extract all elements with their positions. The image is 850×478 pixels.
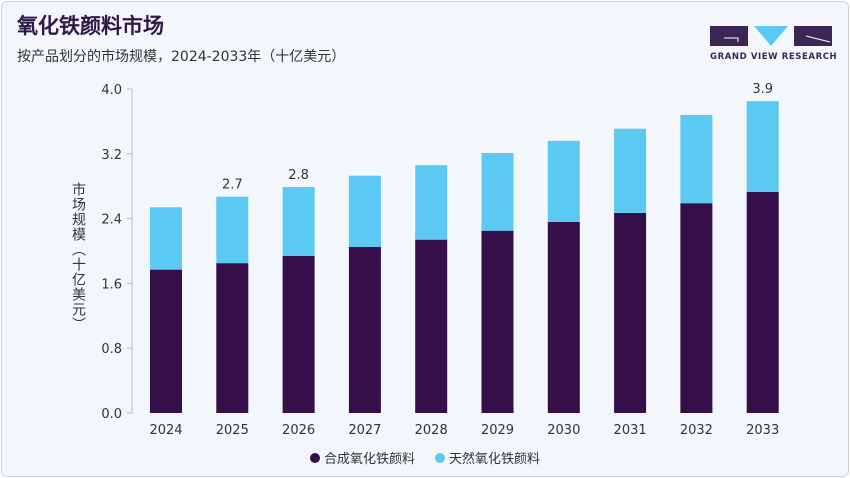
- bar-synthetic-2032: [680, 203, 713, 413]
- legend-marker-natural: [435, 452, 445, 463]
- bar-synthetic-2025: [216, 263, 249, 413]
- x-tick-label: 2027: [348, 423, 381, 438]
- bar-natural-2028: [415, 165, 448, 240]
- bar-natural-2033: [746, 101, 779, 192]
- bar-synthetic-2024: [150, 269, 182, 413]
- bar-synthetic-2030: [547, 221, 580, 413]
- bar-natural-2029: [481, 152, 514, 231]
- legend-marker-synthetic: [309, 452, 320, 463]
- bar-synthetic-2029: [481, 230, 514, 413]
- legend-item-natural[interactable]: 天然氧化铁颜料: [435, 448, 540, 467]
- legend-label: 合成氧化铁颜料: [323, 452, 415, 467]
- bar-natural-2032: [680, 114, 713, 204]
- bar-natural-2026: [282, 187, 315, 256]
- y-tick-label: 3.2: [101, 148, 122, 163]
- y-tick-label: 1.6: [101, 277, 122, 292]
- y-tick-label: 0.0: [101, 407, 122, 422]
- bar-synthetic-2028: [415, 239, 448, 413]
- y-tick-label: 0.8: [101, 342, 122, 357]
- x-tick-label: 2024: [149, 423, 182, 438]
- logo-text: GRAND VIEW RESEARCH: [710, 52, 838, 62]
- x-tick-label: 2029: [481, 423, 514, 438]
- legend-item-synthetic[interactable]: 合成氧化铁颜料: [309, 448, 415, 467]
- y-tick-label: 2.4: [101, 213, 122, 228]
- data-label-2033: 3.9: [752, 82, 773, 97]
- grand-view-research-logo: GRAND VIEW RESEARCH: [710, 24, 838, 64]
- data-label-2025: 2.7: [222, 178, 243, 193]
- data-label-2026: 2.8: [288, 168, 309, 183]
- bar-natural-2027: [348, 175, 381, 247]
- bar-synthetic-2027: [348, 246, 381, 413]
- x-tick-label: 2025: [216, 423, 249, 438]
- bar-natural-2025: [216, 196, 249, 264]
- y-axis-label: 市场规模（十亿美元）: [70, 182, 86, 332]
- legend: 合成氧化铁颜料 天然氧化铁颜料: [2, 448, 848, 467]
- x-tick-label: 2030: [547, 423, 580, 438]
- bar-synthetic-2026: [282, 255, 315, 413]
- bar-natural-2031: [614, 128, 647, 213]
- x-tick-label: 2033: [746, 423, 779, 438]
- x-tick-label: 2031: [614, 423, 647, 438]
- bar-synthetic-2031: [614, 212, 647, 413]
- chart-subtitle: 按产品划分的市场规模，2024-2033年（十亿美元）: [17, 49, 346, 65]
- x-tick-label: 2028: [415, 423, 448, 438]
- bar-synthetic-2033: [746, 191, 779, 413]
- chart-title: 氧化铁颜料市场: [17, 14, 164, 38]
- legend-label: 天然氧化铁颜料: [449, 452, 541, 467]
- bar-natural-2030: [547, 140, 580, 222]
- bar-natural-2024: [150, 207, 182, 270]
- y-tick-label: 4.0: [101, 83, 122, 98]
- x-tick-label: 2032: [680, 423, 713, 438]
- x-tick-label: 2026: [282, 423, 315, 438]
